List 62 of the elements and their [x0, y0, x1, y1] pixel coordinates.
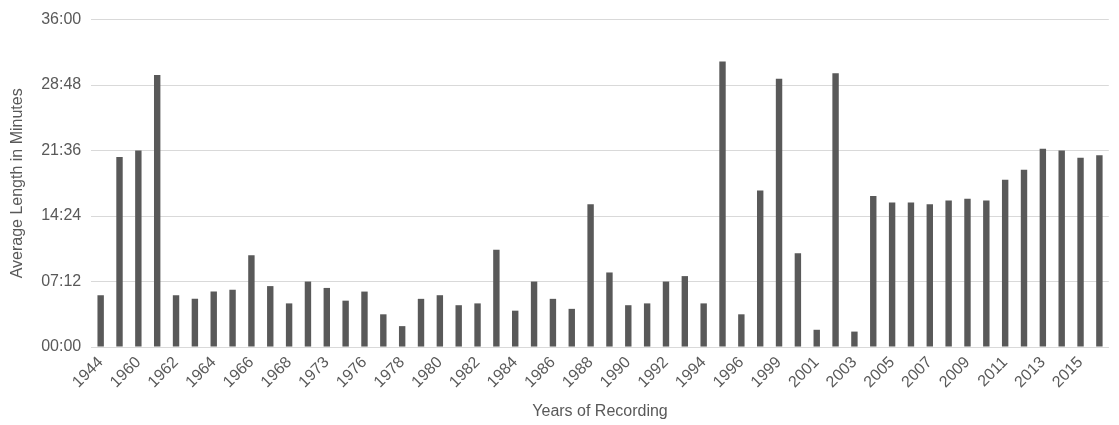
bar — [229, 289, 236, 347]
bar — [1077, 157, 1084, 347]
bar — [1001, 179, 1009, 347]
y-tick-label: 00:00 — [41, 337, 82, 355]
bar — [285, 303, 293, 347]
bar — [606, 272, 613, 347]
bar — [530, 281, 538, 347]
bar — [775, 78, 783, 347]
bar — [417, 298, 425, 347]
bar — [361, 291, 368, 347]
bar — [380, 314, 387, 347]
bar — [794, 253, 802, 347]
bar — [304, 281, 312, 347]
bar — [97, 295, 104, 347]
bar — [832, 73, 839, 347]
bar — [851, 331, 858, 347]
bar — [719, 61, 726, 347]
bar — [1058, 150, 1065, 347]
bar — [700, 303, 707, 347]
bar — [662, 281, 670, 347]
bar — [135, 150, 142, 347]
bar — [116, 156, 123, 347]
bar — [738, 314, 745, 347]
bar — [983, 200, 990, 347]
bar — [153, 75, 161, 347]
bar — [625, 305, 632, 347]
bar — [568, 308, 575, 347]
bar — [587, 204, 594, 347]
y-tick-label: 14:24 — [41, 206, 82, 224]
bar — [512, 310, 519, 347]
bar — [813, 329, 820, 347]
bar — [248, 255, 255, 347]
y-tick-label: 28:48 — [41, 75, 82, 93]
y-tick-label: 07:12 — [41, 271, 82, 289]
bar — [267, 286, 274, 347]
bar — [945, 200, 952, 347]
bar — [493, 249, 500, 347]
bar — [643, 303, 651, 347]
bar — [907, 202, 915, 347]
bar — [191, 298, 199, 347]
bar — [210, 291, 217, 347]
bar — [474, 303, 481, 347]
bar — [455, 305, 462, 347]
bar — [926, 204, 933, 347]
y-tick-label: 21:36 — [41, 140, 82, 158]
bar — [436, 295, 444, 347]
bar — [888, 202, 896, 347]
y-tick-label: 36:00 — [41, 10, 82, 28]
bar — [549, 298, 557, 347]
y-axis-title: Average Length in Minutes — [8, 88, 26, 279]
bar — [1039, 148, 1047, 347]
x-axis-title: Years of Recording — [532, 401, 668, 419]
bar — [1020, 169, 1028, 347]
bar — [323, 287, 330, 347]
bar — [756, 190, 764, 347]
bar — [342, 300, 349, 347]
bar — [870, 196, 877, 347]
bar — [1096, 155, 1103, 347]
bar — [398, 326, 406, 347]
bar — [964, 198, 971, 347]
bar — [681, 276, 689, 347]
bar — [172, 295, 180, 347]
